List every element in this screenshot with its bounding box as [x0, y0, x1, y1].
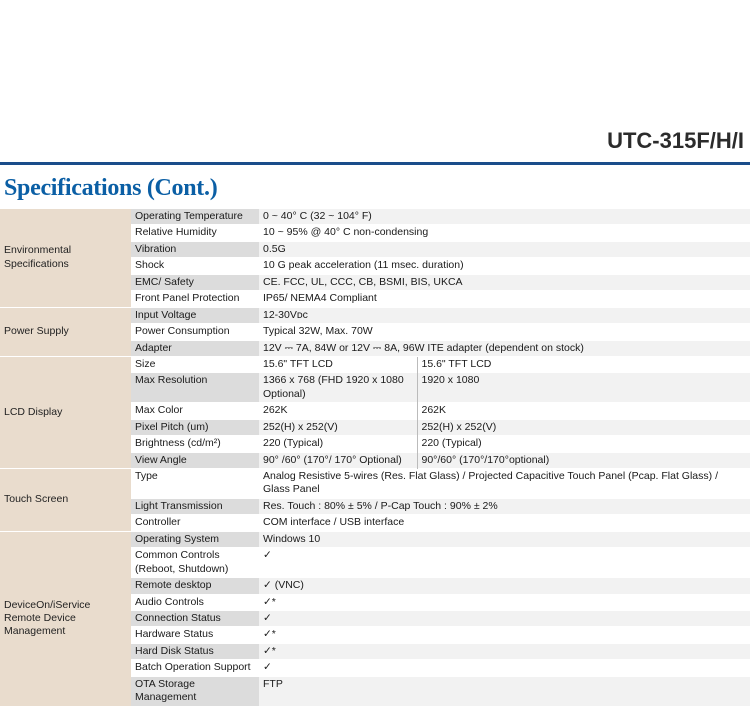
value-cell: FTP	[259, 676, 750, 705]
value-cell: 220 (Typical)	[259, 436, 417, 452]
value-cell: 1920 x 1080	[417, 373, 750, 403]
param-cell: OTA Storage Management	[131, 676, 259, 705]
value-cell: 262K	[417, 403, 750, 419]
table-row: Touch ScreenTypeAnalog Resistive 5-wires…	[0, 469, 750, 499]
param-cell: Pixel Pitch (um)	[131, 419, 259, 435]
param-cell: Remote desktop	[131, 578, 259, 594]
category-cell: Touch Screen	[0, 469, 131, 532]
value-cell: 252(H) x 252(V)	[417, 419, 750, 435]
value-cell: ✓	[259, 610, 750, 626]
param-cell: Front Panel Protection	[131, 291, 259, 307]
param-cell: Type	[131, 469, 259, 499]
value-cell: 15.6" TFT LCD	[417, 356, 750, 372]
value-cell: ✓*	[259, 627, 750, 643]
value-cell: Res. Touch : 80% ± 5% / P-Cap Touch : 90…	[259, 498, 750, 514]
param-cell: Light Transmission	[131, 498, 259, 514]
table-row: LCD DisplaySize15.6" TFT LCD15.6" TFT LC…	[0, 356, 750, 372]
section-title: Specifications (Cont.)	[0, 175, 750, 208]
value-cell: IP65/ NEMA4 Compliant	[259, 291, 750, 307]
value-cell: 262K	[259, 403, 417, 419]
spec-table: Environmental SpecificationsOperating Te…	[0, 208, 750, 706]
value-cell: 10 ~ 95% @ 40° C non-condensing	[259, 225, 750, 241]
value-cell: ✓*	[259, 643, 750, 659]
value-cell: Analog Resistive 5-wires (Res. Flat Glas…	[259, 469, 750, 499]
value-cell: 90°/60° (170°/170°optional)	[417, 452, 750, 468]
value-cell: 15.6" TFT LCD	[259, 356, 417, 372]
value-cell: 10 G peak acceleration (11 msec. duratio…	[259, 258, 750, 274]
category-cell: DeviceOn/iService Remote Device Manageme…	[0, 531, 131, 705]
table-row: DeviceOn/iService Remote Device Manageme…	[0, 531, 750, 547]
model-title: UTC-315F/H/I	[0, 0, 750, 162]
value-cell: ✓*	[259, 594, 750, 610]
value-cell: ✓	[259, 548, 750, 578]
value-cell: COM interface / USB interface	[259, 515, 750, 531]
param-cell: Operating System	[131, 531, 259, 547]
param-cell: Relative Humidity	[131, 225, 259, 241]
value-cell: 252(H) x 252(V)	[259, 419, 417, 435]
value-cell: 0 ~ 40° C (32 ~ 104° F)	[259, 209, 750, 225]
table-row: Environmental SpecificationsOperating Te…	[0, 209, 750, 225]
value-cell: 220 (Typical)	[417, 436, 750, 452]
param-cell: Audio Controls	[131, 594, 259, 610]
value-cell: ✓	[259, 660, 750, 676]
value-cell: 12V ⎓ 7A, 84W or 12V ⎓ 8A, 96W ITE adapt…	[259, 340, 750, 356]
param-cell: Vibration	[131, 241, 259, 257]
param-cell: Shock	[131, 258, 259, 274]
param-cell: EMC/ Safety	[131, 274, 259, 290]
param-cell: Size	[131, 356, 259, 372]
param-cell: Adapter	[131, 340, 259, 356]
category-cell: Power Supply	[0, 307, 131, 356]
param-cell: Power Consumption	[131, 324, 259, 340]
param-cell: Controller	[131, 515, 259, 531]
param-cell: View Angle	[131, 452, 259, 468]
param-cell: Max Resolution	[131, 373, 259, 403]
value-cell: 90° /60° (170°/ 170° Optional)	[259, 452, 417, 468]
value-cell: 0.5G	[259, 241, 750, 257]
param-cell: Input Voltage	[131, 307, 259, 323]
value-cell: CE. FCC, UL, CCC, CB, BSMI, BIS, UKCA	[259, 274, 750, 290]
value-cell: Typical 32W, Max. 70W	[259, 324, 750, 340]
param-cell: Common Controls (Reboot, Shutdown)	[131, 548, 259, 578]
value-cell: ✓ (VNC)	[259, 578, 750, 594]
category-cell: Environmental Specifications	[0, 209, 131, 308]
category-cell: LCD Display	[0, 356, 131, 468]
param-cell: Batch Operation Support	[131, 660, 259, 676]
title-underline	[0, 162, 750, 165]
param-cell: Operating Temperature	[131, 209, 259, 225]
param-cell: Hard Disk Status	[131, 643, 259, 659]
value-cell: 1366 x 768 (FHD 1920 x 1080 Optional)	[259, 373, 417, 403]
value-cell: Windows 10	[259, 531, 750, 547]
table-row: Power SupplyInput Voltage12-30Vᴅᴄ	[0, 307, 750, 323]
param-cell: Hardware Status	[131, 627, 259, 643]
param-cell: Max Color	[131, 403, 259, 419]
param-cell: Brightness (cd/m²)	[131, 436, 259, 452]
param-cell: Connection Status	[131, 610, 259, 626]
value-cell: 12-30Vᴅᴄ	[259, 307, 750, 323]
